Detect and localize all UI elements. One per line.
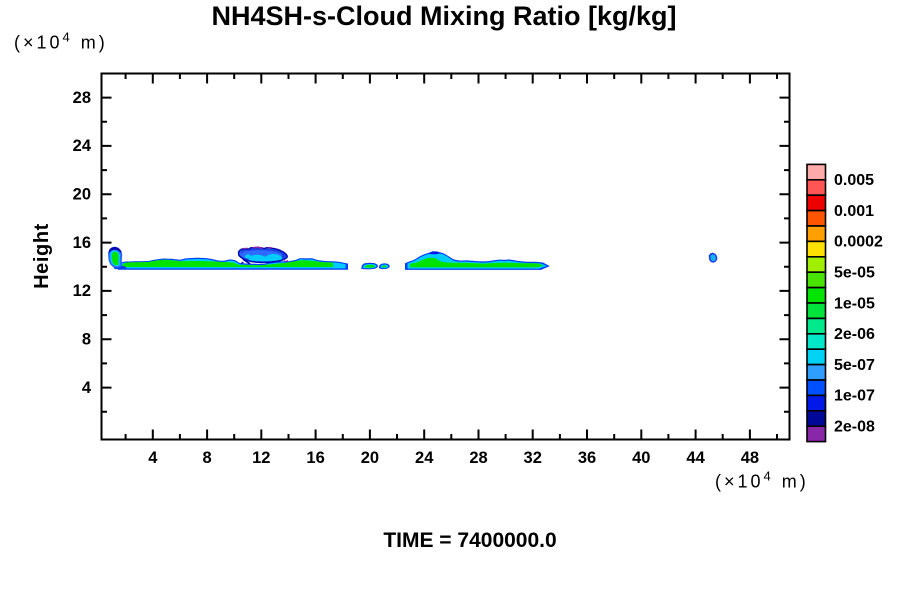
svg-text:40: 40 xyxy=(632,449,650,467)
svg-text:0.005: 0.005 xyxy=(834,172,874,189)
svg-text:1e-07: 1e-07 xyxy=(834,388,875,405)
svg-text:28: 28 xyxy=(73,89,91,107)
svg-text:16: 16 xyxy=(306,449,324,467)
svg-text:0.0002: 0.0002 xyxy=(834,234,883,251)
svg-text:20: 20 xyxy=(361,449,379,467)
svg-text:24: 24 xyxy=(73,137,92,155)
svg-text:12: 12 xyxy=(252,449,270,467)
svg-text:32: 32 xyxy=(524,449,542,467)
svg-text:0.001: 0.001 xyxy=(834,203,874,220)
svg-text:(×104 m): (×104 m) xyxy=(715,469,809,492)
svg-text:12: 12 xyxy=(73,282,91,300)
svg-text:4: 4 xyxy=(148,449,158,467)
svg-text:2e-08: 2e-08 xyxy=(834,419,875,436)
svg-text:5e-07: 5e-07 xyxy=(834,357,875,374)
svg-text:24: 24 xyxy=(415,449,434,467)
svg-text:28: 28 xyxy=(469,449,487,467)
svg-text:(×104 m): (×104 m) xyxy=(14,30,108,53)
svg-text:48: 48 xyxy=(741,449,759,467)
svg-text:44: 44 xyxy=(686,449,705,467)
svg-text:1e-05: 1e-05 xyxy=(834,295,875,312)
svg-text:8: 8 xyxy=(203,449,212,467)
svg-text:5e-05: 5e-05 xyxy=(834,265,875,282)
svg-text:16: 16 xyxy=(73,234,91,252)
svg-text:36: 36 xyxy=(578,449,596,467)
svg-text:20: 20 xyxy=(73,186,91,204)
svg-text:NH4SH-s-Cloud Mixing Ratio [kg: NH4SH-s-Cloud Mixing Ratio [kg/kg] xyxy=(212,1,677,31)
svg-text:Height: Height xyxy=(31,223,53,289)
svg-text:8: 8 xyxy=(82,331,91,349)
svg-text:2e-06: 2e-06 xyxy=(834,326,875,343)
svg-text:4: 4 xyxy=(82,379,92,397)
svg-text:TIME = 7400000.0: TIME = 7400000.0 xyxy=(383,529,556,552)
